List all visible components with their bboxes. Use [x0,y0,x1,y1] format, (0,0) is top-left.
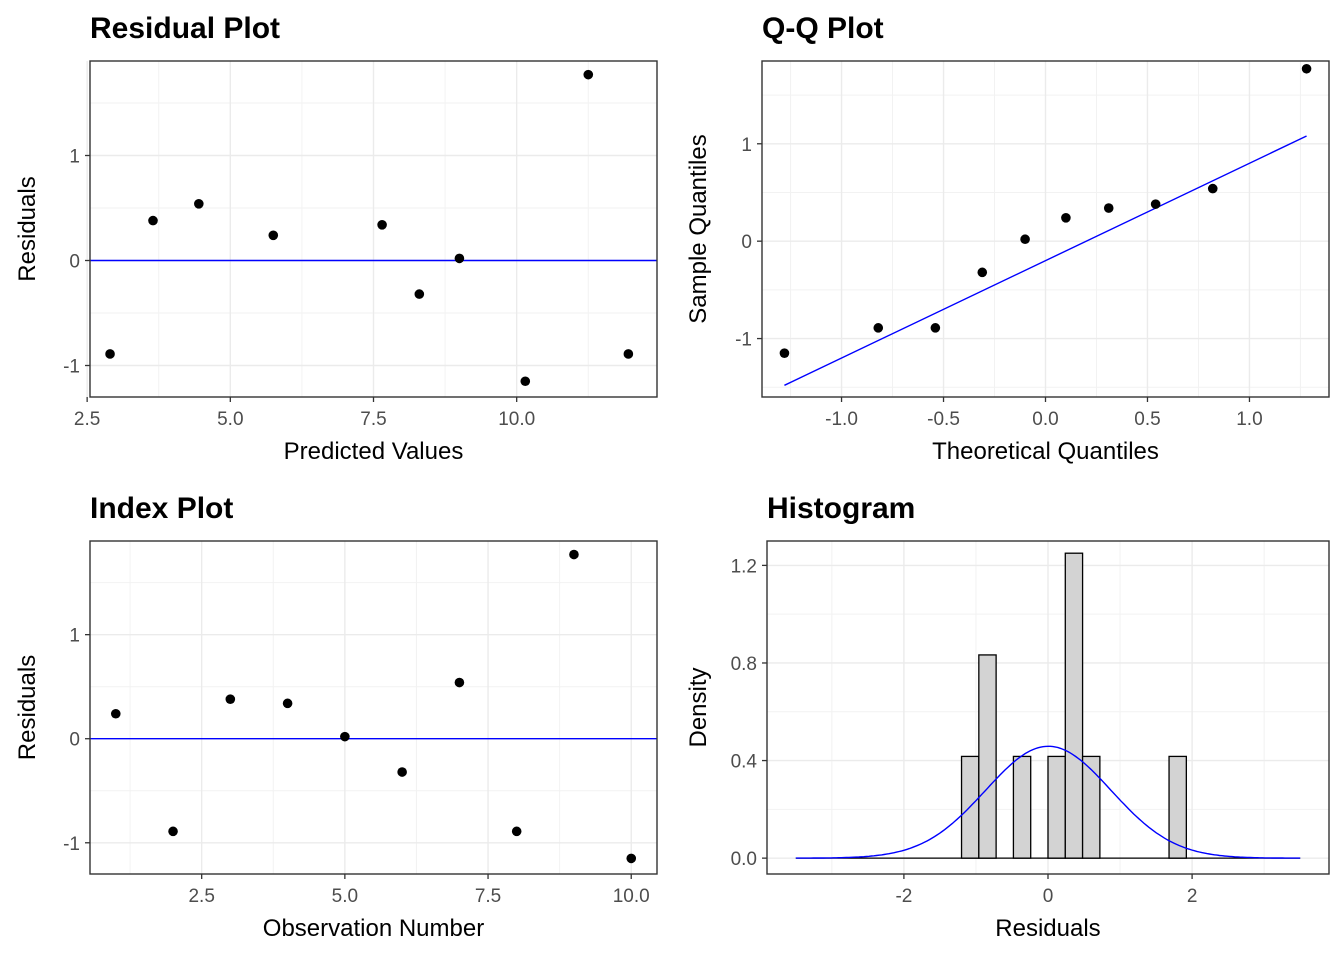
gridlines [86,61,657,397]
data-point-9 [623,349,634,359]
plot-background [90,541,657,874]
x-axis-label: Observation Number [263,915,484,942]
x-tick-label: -0.5 [927,409,960,430]
histogram-bar-4 [1064,552,1084,859]
x-tick-label: -1.0 [825,409,858,430]
panel-border [89,540,658,875]
data-point-2 [194,199,204,209]
y-tick-label: 0 [69,730,80,751]
y-tick-label: 1 [69,147,80,168]
x-tick-label: 7.5 [360,409,386,430]
x-tick-label: 0 [1043,886,1054,907]
gridlines [762,61,1329,397]
data-point-8 [583,69,594,80]
y-tick-label: -1 [735,330,752,351]
data-point-9 [626,853,637,864]
panel-title: Q-Q Plot [762,12,884,45]
panel-3: -2 0 2 0.0 0.4 0.8 1.2 Residuals Density Histogra… [685,492,1330,942]
y-axis-label: Residuals [14,655,41,760]
x-tick-label: 1.0 [1236,409,1262,430]
density-curve [795,745,1301,859]
data-point-2 [225,694,236,704]
x-tick-label: 10.0 [498,409,535,430]
data-point-4 [1020,234,1030,245]
y-axis-label: Residuals [14,176,41,281]
panel-title: Histogram [767,492,915,525]
panel-2: 2.5 5.0 7.5 10.0 -1 0 1 Observation Number Resid… [14,492,658,942]
y-tick-label: 1 [741,135,752,156]
data-point-9 [1301,63,1312,74]
data-point-7 [1150,199,1161,209]
histogram-bar-3 [1047,755,1066,859]
x-tick-label: 5.0 [332,886,358,907]
histogram-bar-5 [1081,755,1101,859]
y-axis-label: Density [685,667,712,747]
data-point-4 [377,220,387,230]
x-axis-label: Theoretical Quantiles [932,438,1159,465]
data-point-0 [779,348,790,358]
data-point-2 [930,323,941,333]
data-point-3 [977,267,988,278]
y-tick-label: -1 [63,357,80,378]
data-point-7 [511,826,522,837]
data-point-1 [873,323,884,333]
x-tick-label: 5.0 [217,409,243,430]
y-tick-label: 1.2 [731,556,757,577]
y-tick-label: 0.0 [731,849,757,870]
histogram-bar-6 [1168,755,1187,859]
x-tick-label: 0.5 [1134,409,1160,430]
panel-title: Index Plot [90,492,233,525]
y-tick-label: 0.8 [731,654,757,675]
y-tick-label: 0 [69,252,80,273]
x-axis-label: Residuals [995,915,1100,942]
panel-0: 2.5 5.0 7.5 10.0 -1 0 1 Predicted Values Residua… [14,12,658,465]
data-point-6 [1103,203,1114,213]
data-point-5 [1061,213,1071,223]
panel-1: -1.0 -0.5 0.0 0.5 1.0 -1 0 1 Theoretical Quantil… [685,12,1330,465]
x-tick-label: 2.5 [188,886,214,907]
x-tick-label: 2.5 [74,409,100,430]
data-point-5 [397,767,407,777]
x-tick-label: 7.5 [475,886,501,907]
data-point-5 [414,289,425,299]
x-tick-label: 0.0 [1032,409,1058,430]
data-point-7 [520,376,531,387]
y-tick-label: 1 [69,626,80,647]
data-point-1 [168,826,178,837]
x-tick-label: 10.0 [613,886,650,907]
qq-reference-line [784,135,1307,386]
data-point-6 [454,677,465,688]
y-tick-label: -1 [63,834,80,855]
data-point-8 [1207,183,1218,194]
y-tick-label: 0 [741,232,752,253]
data-point-6 [454,253,465,264]
y-axis-label: Sample Quantiles [685,134,712,323]
x-tick-label: -2 [895,886,912,907]
histogram-bar-2 [1012,755,1032,859]
histogram-bar-1 [978,654,997,859]
data-point-3 [282,698,293,709]
data-point-1 [148,215,158,226]
x-axis-label: Predicted Values [284,438,464,465]
panel-title: Residual Plot [90,12,280,45]
data-point-4 [340,731,350,742]
data-point-8 [569,549,579,560]
y-tick-label: 0.4 [731,752,758,773]
data-point-3 [268,230,279,241]
data-point-0 [110,708,121,719]
x-tick-label: 2 [1187,886,1198,907]
data-point-0 [105,349,115,359]
